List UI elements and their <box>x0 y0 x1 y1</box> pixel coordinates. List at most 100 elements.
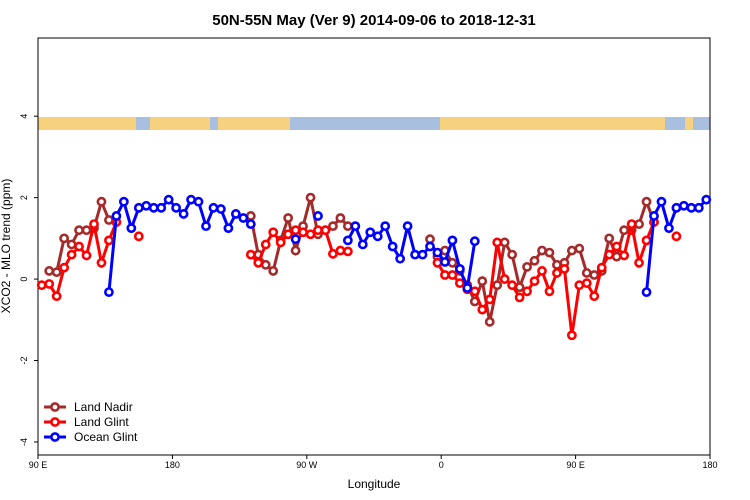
data-point <box>619 250 630 261</box>
data-point <box>469 236 480 247</box>
data-point <box>260 239 271 250</box>
data-point <box>156 202 167 213</box>
data-point <box>387 241 398 252</box>
data-point <box>634 219 644 230</box>
data-point <box>290 234 301 245</box>
data-point <box>290 245 301 256</box>
data-point <box>514 292 525 303</box>
data-point <box>701 194 712 205</box>
data-point <box>171 202 182 213</box>
data-point <box>581 268 592 278</box>
y-axis-label: XCO2 - MLO trend (ppm) <box>0 179 13 314</box>
data-point <box>634 257 644 268</box>
data-point <box>566 245 577 256</box>
y-tick-label: -2 <box>19 357 29 365</box>
data-point <box>447 257 458 268</box>
data-point <box>447 270 458 280</box>
data-point <box>342 235 353 246</box>
data-point <box>268 266 279 276</box>
data-point <box>372 231 383 242</box>
data-point <box>410 249 420 260</box>
data-point <box>74 225 84 236</box>
y-tick-label: 0 <box>19 277 29 282</box>
data-point <box>133 202 144 213</box>
data-point <box>208 202 219 213</box>
data-point <box>193 196 204 207</box>
data-point <box>604 249 615 260</box>
data-point <box>59 262 70 273</box>
data-point <box>604 233 615 244</box>
data-point <box>178 209 189 219</box>
data-point <box>230 209 241 219</box>
data-point <box>275 237 286 248</box>
x-tick-label: 90 E <box>566 460 585 470</box>
data-point <box>395 253 406 264</box>
data-point <box>126 223 137 234</box>
data-point <box>425 241 435 252</box>
data-point <box>328 221 338 232</box>
data-point <box>649 211 659 221</box>
data-point <box>59 233 70 244</box>
data-point <box>477 276 488 287</box>
data-point <box>320 225 331 236</box>
data-point <box>305 192 316 203</box>
data-point <box>118 196 129 207</box>
data-point <box>342 221 353 232</box>
x-tick-label: 0 <box>439 460 444 470</box>
data-point <box>36 280 47 291</box>
data-point <box>454 263 465 274</box>
data-point <box>148 202 159 213</box>
data-point <box>81 250 92 261</box>
land-band <box>218 117 290 130</box>
data-point <box>671 202 682 213</box>
data-point <box>507 249 518 260</box>
y-tick-label: 2 <box>19 195 29 200</box>
legend-label: Ocean Glint <box>74 430 138 444</box>
data-point <box>223 223 234 234</box>
legend-label: Land Nadir <box>74 400 133 414</box>
data-point <box>44 279 55 289</box>
data-point <box>104 287 114 298</box>
data-point <box>611 241 622 252</box>
data-point <box>298 227 308 238</box>
data-point <box>201 221 211 232</box>
data-point <box>335 245 346 256</box>
data-point <box>611 251 622 262</box>
data-point <box>432 247 443 258</box>
data-point <box>89 219 99 230</box>
data-point <box>402 221 413 232</box>
legend-label: Land Glint <box>74 415 129 429</box>
data-point <box>544 247 555 258</box>
data-point <box>380 221 391 232</box>
y-tick-label: 4 <box>19 114 29 119</box>
data-point <box>365 227 376 238</box>
y-tick-label: -4 <box>19 438 29 446</box>
data-point <box>104 215 114 225</box>
data-point <box>544 286 555 297</box>
land-band <box>150 117 210 130</box>
data-point <box>417 249 428 260</box>
data-point <box>499 274 510 284</box>
data-point <box>238 213 249 223</box>
data-point <box>96 257 107 268</box>
data-point <box>574 243 585 254</box>
data-point <box>74 241 84 252</box>
data-point <box>499 237 510 248</box>
data-point <box>641 287 652 298</box>
chart-title: 50N-55N May (Ver 9) 2014-09-06 to 2018-1… <box>212 12 536 29</box>
plot-frame <box>37 37 711 456</box>
land-band <box>440 117 665 130</box>
data-point <box>693 202 704 213</box>
data-point <box>141 200 152 211</box>
data-point <box>641 235 652 246</box>
data-point <box>313 225 323 236</box>
data-point <box>641 196 652 207</box>
data-point <box>514 282 525 293</box>
data-point <box>477 304 488 315</box>
data-point <box>260 259 271 270</box>
data-point <box>469 296 480 307</box>
data-point <box>537 266 547 276</box>
legend-marker <box>50 417 60 427</box>
